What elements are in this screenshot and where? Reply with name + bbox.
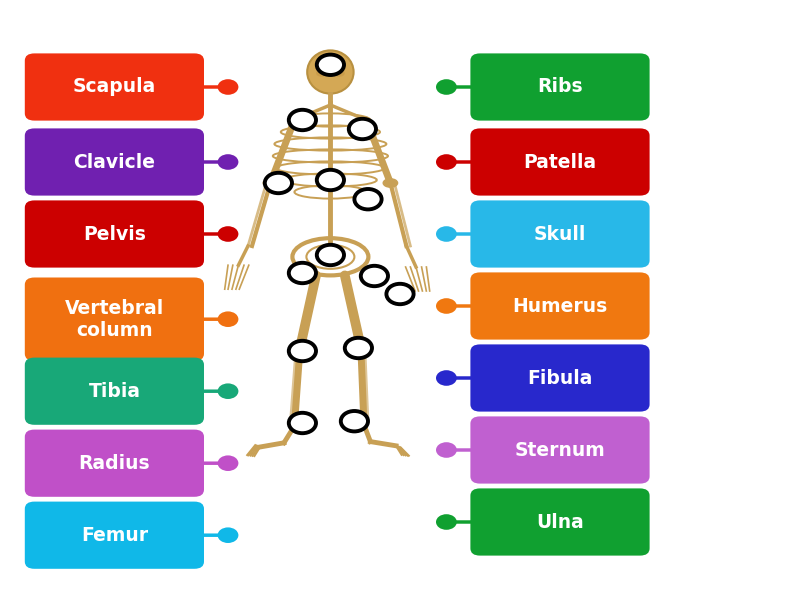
Text: Scapula: Scapula [73,77,156,97]
Text: Femur: Femur [81,526,148,545]
Circle shape [289,341,316,361]
Circle shape [436,226,457,242]
Circle shape [218,226,238,242]
Circle shape [354,189,382,209]
FancyBboxPatch shape [25,502,204,569]
Circle shape [289,263,316,283]
Text: Radius: Radius [78,454,150,473]
Ellipse shape [334,70,345,77]
Ellipse shape [263,179,278,187]
FancyBboxPatch shape [25,53,204,121]
Circle shape [218,154,238,170]
FancyBboxPatch shape [25,277,204,361]
Text: Clavicle: Clavicle [74,152,155,172]
Text: Fibula: Fibula [527,368,593,388]
Circle shape [317,245,344,265]
FancyBboxPatch shape [25,200,204,268]
Circle shape [218,527,238,543]
Text: Ulna: Ulna [536,512,584,532]
Circle shape [436,79,457,95]
Circle shape [341,411,368,431]
Text: Humerus: Humerus [512,296,608,316]
Ellipse shape [307,50,354,94]
Circle shape [436,514,457,530]
Circle shape [436,442,457,458]
FancyBboxPatch shape [470,488,650,556]
FancyBboxPatch shape [470,416,650,484]
FancyBboxPatch shape [470,128,650,196]
Circle shape [289,110,316,130]
FancyBboxPatch shape [470,344,650,412]
Circle shape [361,266,388,286]
FancyBboxPatch shape [25,128,204,196]
Text: Ribs: Ribs [537,77,583,97]
Circle shape [317,55,344,75]
Circle shape [436,154,457,170]
Circle shape [436,298,457,314]
Ellipse shape [316,70,327,77]
Circle shape [218,383,238,399]
Ellipse shape [383,179,398,187]
Text: Skull: Skull [534,224,586,244]
FancyBboxPatch shape [25,430,204,497]
Text: Vertebral
column: Vertebral column [65,299,164,340]
Ellipse shape [291,343,309,353]
Text: Patella: Patella [523,152,597,172]
Circle shape [386,284,414,304]
Circle shape [349,119,376,139]
Circle shape [218,311,238,327]
Circle shape [218,455,238,471]
Circle shape [317,170,344,190]
Text: Pelvis: Pelvis [83,224,146,244]
FancyBboxPatch shape [470,200,650,268]
Circle shape [345,338,372,358]
Text: Tibia: Tibia [88,382,140,401]
Circle shape [436,370,457,386]
Circle shape [265,173,292,193]
FancyBboxPatch shape [470,53,650,121]
Circle shape [289,413,316,433]
Ellipse shape [352,341,370,352]
FancyBboxPatch shape [470,272,650,340]
FancyBboxPatch shape [25,358,204,425]
Text: Sternum: Sternum [514,440,606,460]
Circle shape [218,79,238,95]
